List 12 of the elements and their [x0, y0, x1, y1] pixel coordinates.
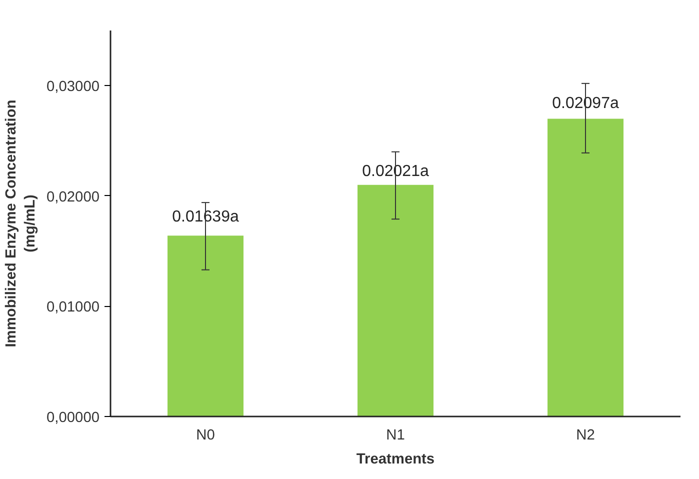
y-tick-label: 0,03000 — [46, 79, 100, 96]
y-tick-label: 0,02000 — [46, 189, 100, 206]
x-tick-label: N2 — [576, 428, 595, 444]
y-tick-label: 0,00000 — [46, 410, 100, 426]
x-tick-label: N0 — [196, 428, 215, 444]
x-axis-title: Treatments — [356, 452, 435, 468]
bar — [358, 184, 434, 416]
x-tick-label: N1 — [386, 428, 405, 444]
bar — [168, 236, 244, 416]
bar — [548, 118, 624, 416]
y-tick-label: 0,01000 — [46, 300, 100, 316]
y-axis-title: Immobilized Enzyme Concentration (mg/mL) — [3, 100, 39, 348]
